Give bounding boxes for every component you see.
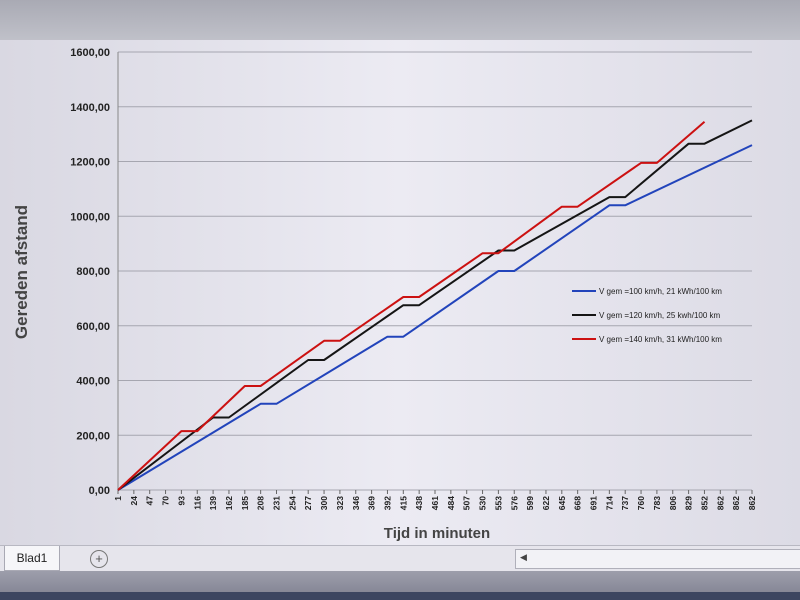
chart-area <box>0 40 800 550</box>
x-tick-label: 599 <box>525 496 535 510</box>
gridlines <box>117 51 752 491</box>
x-tick-label: 622 <box>541 496 551 510</box>
x-tick-label: 783 <box>652 496 662 510</box>
y-tick-label: 0,00 <box>89 485 110 497</box>
x-tick-label: 323 <box>335 496 345 510</box>
sheet-tab-blad1[interactable]: Blad1 <box>4 546 60 571</box>
series-line <box>117 144 753 491</box>
series-line <box>117 121 706 491</box>
x-tick-label: 484 <box>446 496 456 510</box>
legend-entry: V gem =120 km/h, 25 kwh/100 km <box>599 311 721 320</box>
y-tick-label: 800,00 <box>76 266 110 278</box>
x-tick-label: 530 <box>478 496 488 510</box>
x-tick-label: 231 <box>272 496 282 510</box>
line-chart: 0,00 200,00 400,00 600,00 800,00 1000,00 1200,… <box>12 47 757 542</box>
x-tick-label: 70 <box>161 496 171 506</box>
x-tick-label: 760 <box>636 496 646 510</box>
x-tick-label: 208 <box>256 496 266 510</box>
x-tick-label: 862 <box>747 496 757 510</box>
sheet-tab-bar: Blad1 + ◀ <box>0 545 800 572</box>
horizontal-scrollbar[interactable]: ◀ <box>515 549 800 569</box>
x-tick-label: 852 <box>699 496 709 510</box>
x-tick-label: 645 <box>557 496 567 510</box>
y-tick-label: 1400,00 <box>70 102 110 114</box>
x-tick-label: 254 <box>287 496 297 510</box>
y-tick-labels: 0,00 200,00 400,00 600,00 800,00 1000,00 1200,… <box>70 47 110 497</box>
series-lines <box>117 119 753 491</box>
x-tick-label: 737 <box>620 496 630 510</box>
legend: V gem =100 km/h, 21 kWh/100 km V gem =120… <box>572 287 722 344</box>
y-tick-label: 1200,00 <box>70 157 110 169</box>
x-tick-label: 47 <box>145 496 155 506</box>
scroll-left-icon[interactable]: ◀ <box>520 552 527 562</box>
x-tick-label: 553 <box>493 496 503 510</box>
x-tick-label: 139 <box>208 496 218 510</box>
y-tick-label: 200,00 <box>76 430 110 442</box>
x-tick-label: 829 <box>684 496 694 510</box>
x-tick-label: 277 <box>303 496 313 510</box>
x-tick-label: 691 <box>589 496 599 510</box>
x-tick-label: 116 <box>192 496 202 510</box>
x-tick-label: 185 <box>240 496 250 510</box>
x-tick-label: 24 <box>129 496 139 506</box>
x-tick-label: 862 <box>731 496 741 510</box>
x-tick-label: 576 <box>509 496 519 510</box>
y-tick-label: 1000,00 <box>70 211 110 223</box>
x-tick-label: 415 <box>398 496 408 510</box>
x-tick-label: 806 <box>668 496 678 510</box>
taskbar <box>0 592 800 600</box>
x-axis-title: Tijd in minuten <box>384 525 490 542</box>
x-tick-label: 461 <box>430 496 440 510</box>
y-tick-label: 1600,00 <box>70 47 110 59</box>
x-tick-label: 714 <box>604 496 614 510</box>
x-tick-label: 438 <box>414 496 424 510</box>
y-tick-label: 600,00 <box>76 321 110 333</box>
plus-circle-icon[interactable]: + <box>90 550 108 568</box>
x-tick-label: 93 <box>176 496 186 506</box>
x-tick-label: 162 <box>224 496 234 510</box>
x-tick-label: 369 <box>367 496 377 510</box>
x-tick-label: 392 <box>382 496 392 510</box>
x-tick-label: 1 <box>113 496 123 501</box>
x-tick-label: 668 <box>573 496 583 510</box>
x-tick-label: 346 <box>351 496 361 510</box>
x-tick-labels: 1 24 47 70 93 116 139 162 185 208 231 254 277 300 323 3… <box>113 490 757 510</box>
y-axis-title: Gereden afstand <box>12 205 31 339</box>
series-line <box>117 119 753 491</box>
window-top-band <box>0 0 800 44</box>
y-tick-label: 400,00 <box>76 376 110 388</box>
legend-entry: V gem =140 km/h, 31 kWh/100 km <box>599 335 722 344</box>
x-tick-label: 862 <box>715 496 725 510</box>
legend-entry: V gem =100 km/h, 21 kWh/100 km <box>599 287 722 296</box>
x-tick-label: 507 <box>462 496 472 510</box>
x-tick-label: 300 <box>319 496 329 510</box>
